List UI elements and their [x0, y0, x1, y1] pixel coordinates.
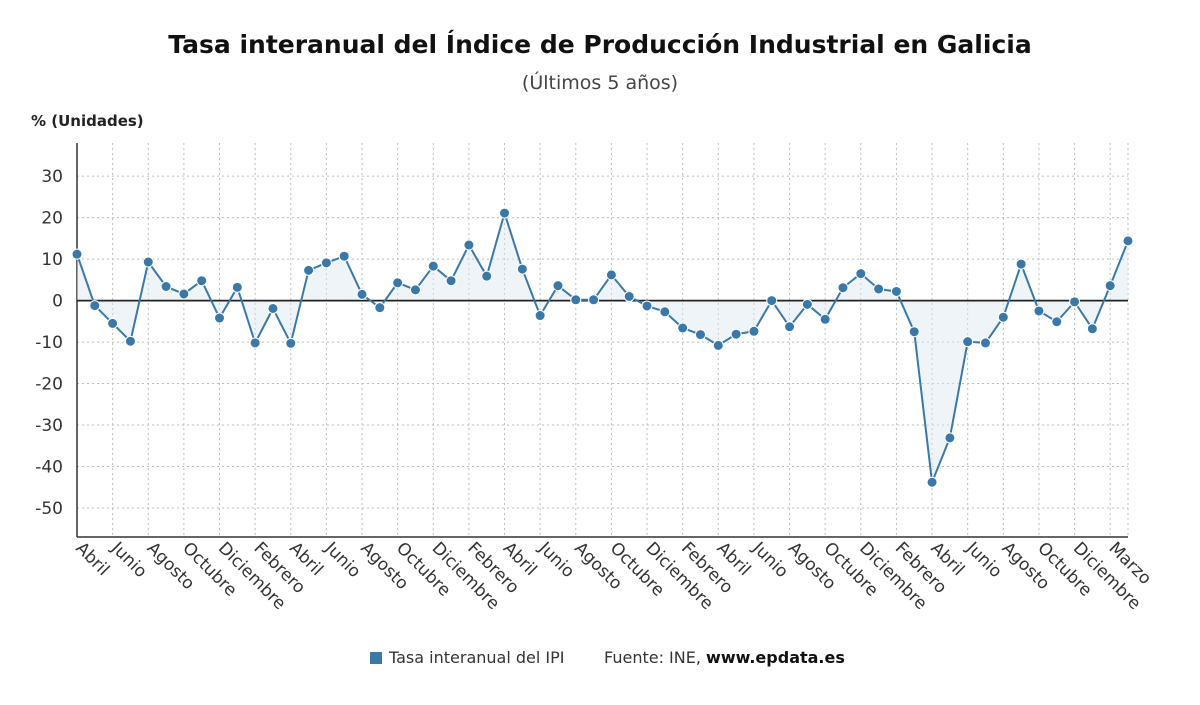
chart-title: Tasa interanual del Índice de Producción… [168, 30, 1032, 59]
y-tick-label: -10 [35, 333, 63, 353]
x-tick-label: Junio [961, 538, 1005, 582]
series-line [76, 209, 1129, 483]
data-point [196, 275, 208, 287]
data-point [178, 288, 190, 300]
data-point [445, 275, 457, 287]
data-point [677, 322, 689, 334]
data-point [1104, 280, 1116, 292]
data-point [819, 313, 831, 325]
data-point [427, 260, 439, 272]
y-axis-unit-label: % (Unidades) [31, 112, 144, 130]
y-tick-label: 0 [52, 292, 63, 312]
y-tick-label: -30 [35, 416, 63, 436]
data-point [801, 298, 813, 310]
data-point [837, 282, 849, 294]
source-note: Fuente: INE, www.epdata.es [604, 648, 845, 667]
source-site[interactable]: www.epdata.es [706, 648, 845, 667]
data-point [944, 432, 956, 444]
data-point [71, 248, 83, 260]
legend-label: Tasa interanual del IPI [389, 648, 565, 667]
data-point [641, 300, 653, 312]
x-tick-label: Junio [748, 538, 792, 582]
data-point [267, 302, 279, 314]
series-area [77, 213, 1128, 483]
data-point [605, 269, 617, 281]
data-point [1051, 316, 1063, 328]
data-point [392, 277, 404, 289]
data-point [730, 328, 742, 340]
data-point [356, 288, 368, 300]
source-prefix: Fuente: INE, [604, 648, 701, 667]
data-point [890, 285, 902, 297]
data-point [338, 250, 350, 262]
data-point [499, 207, 511, 219]
data-point [320, 257, 332, 269]
data-point [214, 312, 226, 324]
data-point [694, 329, 706, 341]
data-point [1086, 323, 1098, 335]
data-point [409, 284, 421, 296]
data-point [303, 264, 315, 276]
data-point [89, 300, 101, 312]
data-point [570, 294, 582, 306]
data-point [249, 337, 261, 349]
data-point [516, 263, 528, 275]
y-tick-label: 10 [41, 250, 63, 270]
data-point [926, 476, 938, 488]
data-point [463, 239, 475, 251]
y-tick-label: -20 [35, 375, 63, 395]
x-tick-label: Junio [320, 538, 364, 582]
data-point [1015, 258, 1027, 270]
data-point [374, 302, 386, 314]
data-point [1122, 235, 1134, 247]
legend[interactable]: Tasa interanual del IPI [370, 648, 564, 667]
data-point [997, 311, 1009, 323]
data-point [748, 325, 760, 337]
x-tick-label: Junio [534, 538, 578, 582]
data-point [962, 336, 974, 348]
data-point [873, 283, 885, 295]
data-point [481, 270, 493, 282]
data-point [784, 321, 796, 333]
data-point [107, 317, 119, 329]
x-tick-label: Abril [71, 538, 113, 580]
x-tick-label: Junio [106, 538, 150, 582]
y-tick-label: 20 [41, 209, 63, 229]
legend-swatch [370, 651, 382, 664]
data-point [231, 281, 243, 293]
y-tick-label: 30 [41, 167, 63, 187]
data-point [659, 306, 671, 318]
y-tick-label: -40 [35, 457, 63, 477]
data-point [534, 310, 546, 322]
data-point [1069, 296, 1081, 308]
data-point [552, 280, 564, 292]
data-point [160, 280, 172, 292]
data-point [766, 295, 778, 307]
chart-subtitle: (Últimos 5 años) [521, 72, 679, 94]
data-point [124, 335, 136, 347]
data-point [712, 339, 724, 351]
data-point [908, 326, 920, 338]
data-point [1033, 305, 1045, 317]
data-point [285, 337, 297, 349]
data-point [979, 337, 991, 349]
data-point [142, 256, 154, 268]
data-point [623, 290, 635, 302]
data-point [855, 268, 867, 280]
y-tick-label: -50 [35, 499, 63, 519]
data-point [588, 294, 600, 306]
